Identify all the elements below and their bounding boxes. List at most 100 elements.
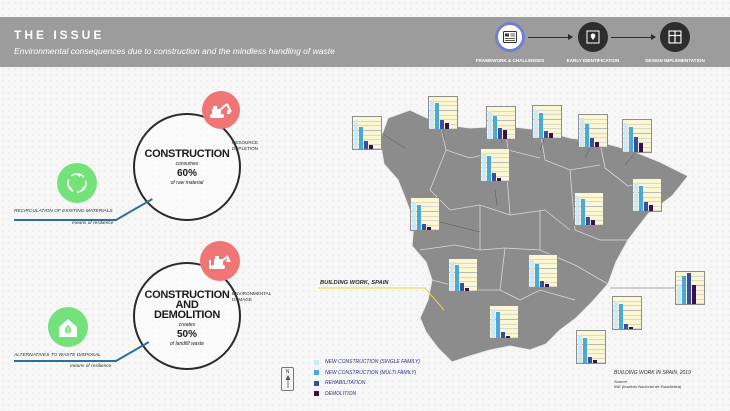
legend-swatch [314, 391, 319, 397]
source-text: INE (Instituto Nacional de Estadística) [614, 384, 682, 389]
legend-label: DEMOLITION [325, 390, 357, 397]
chart-bar [445, 123, 449, 129]
legend-label: NEW CONSTRUCTION (MULTI FAMILY) [325, 369, 417, 376]
recirculation-badge [57, 163, 97, 203]
chart-bar [482, 153, 486, 181]
recirculation-label: RECIRCULATION OF EXISTING MATERIALS [14, 209, 113, 214]
map-callout: BUILDING WORK, SPAIN [320, 280, 389, 286]
callout-leader-line [424, 287, 445, 311]
demolition-heading-2: AND [175, 299, 199, 311]
framework-icon [503, 31, 517, 43]
chart-bar [364, 141, 368, 149]
chart-bar [595, 142, 599, 147]
connector-line [14, 219, 117, 221]
chart-bar [576, 195, 580, 225]
construction-detail: of raw material [170, 180, 204, 186]
step-early-identification-button[interactable] [578, 22, 608, 52]
region-bar-chart [612, 296, 642, 330]
chart-bar [682, 276, 686, 304]
chart-bar [649, 204, 653, 211]
page-subtitle: Environmental consequences due to constr… [14, 46, 335, 56]
chart-bar [497, 177, 501, 181]
chart-bar [412, 202, 416, 230]
chart-bar [634, 136, 638, 152]
chart-bar [440, 119, 444, 129]
waste-alternatives-sub: means of resilience [70, 364, 112, 369]
chart-bar [544, 131, 548, 138]
chart-bar [530, 259, 534, 287]
chart-bar [487, 156, 491, 181]
chart-bar [586, 217, 590, 225]
demolition-percent: 50% [176, 329, 197, 340]
region-bar-chart [410, 197, 440, 231]
demolition-heading-1: CONSTRUCTION [144, 289, 230, 301]
step-framework-button[interactable] [495, 22, 525, 52]
chart-bar [591, 220, 595, 225]
window-grid-icon [668, 30, 682, 44]
chart-bar [580, 117, 584, 147]
chart-bar [492, 173, 496, 181]
header-bar: THE ISSUE Environmental consequences due… [0, 17, 730, 67]
step-design-implementation-label: DESIGN IMPLEMENTATION [645, 58, 705, 63]
chart-bar [465, 287, 469, 291]
excavator-icon [210, 103, 232, 118]
chart-bar [581, 198, 585, 225]
step-design-implementation-button[interactable] [660, 22, 690, 52]
chart-bar [540, 280, 544, 287]
chart-bar [496, 311, 500, 338]
chart-bar [583, 338, 587, 363]
waste-alternatives-badge [48, 307, 88, 347]
step-framework-label: FRAMEWORK & CHALLENGES [475, 58, 545, 63]
region-bar-chart [574, 192, 604, 226]
resource-depletion-badge [202, 91, 240, 129]
chart-bar [535, 263, 539, 287]
step-arrow [611, 34, 656, 40]
chart-bar [545, 283, 549, 287]
north-label: N [285, 369, 290, 375]
legend-item: NEW CONSTRUCTION (MULTI FAMILY) [314, 368, 420, 379]
region-bar-chart [532, 105, 562, 139]
chart-bar [430, 99, 434, 129]
chart-bar [593, 359, 597, 363]
demolition-circle: CONSTRUCTION AND DEMOLITION creates 50% … [133, 262, 241, 370]
chart-bar [549, 133, 553, 138]
chart-bar [534, 110, 538, 138]
chart-bar [455, 264, 459, 291]
region-bar-chart [528, 254, 558, 288]
chart-bar [639, 186, 643, 211]
chart-bar [639, 142, 643, 152]
construction-percent: 60% [176, 168, 197, 179]
region-bar-chart [352, 116, 382, 150]
demolition-detail: of landfill waste [169, 341, 205, 347]
pointer-lines [380, 121, 680, 289]
chart-bar [687, 273, 691, 304]
legend-item: REHABILITATION [314, 378, 420, 389]
chart-bar [435, 102, 439, 129]
legend-swatch [314, 380, 319, 386]
chart-bar [614, 301, 618, 329]
resource-depletion-label: RESOURCE DEPLETION [232, 140, 259, 151]
chart-bar [692, 285, 696, 304]
chart-bar [359, 127, 363, 149]
legend-swatch [314, 359, 319, 365]
chart-bar [427, 226, 431, 230]
waste-alternatives-label: ALTERNATIVES TO WASTE DISPOSAL [14, 353, 101, 358]
environmental-damage-badge [200, 241, 240, 281]
north-arrow: N [281, 367, 294, 391]
chart-bar [493, 115, 497, 139]
chart-bar [634, 183, 638, 211]
chart-bar [624, 324, 628, 329]
map-pin-icon [586, 30, 600, 44]
chart-bar [506, 335, 510, 338]
chart-bar [369, 145, 373, 149]
region-bar-chart [576, 330, 606, 364]
bulldozer-icon [209, 255, 231, 269]
chart-bar [539, 113, 543, 138]
step-arrow [528, 34, 573, 40]
eco-house-icon [59, 319, 77, 337]
region-bar-chart [428, 96, 458, 130]
region-bar-chart [675, 271, 705, 305]
step-early-identification-label: EARLY IDENTIFICATION [566, 58, 620, 63]
chart-bar [503, 130, 507, 139]
